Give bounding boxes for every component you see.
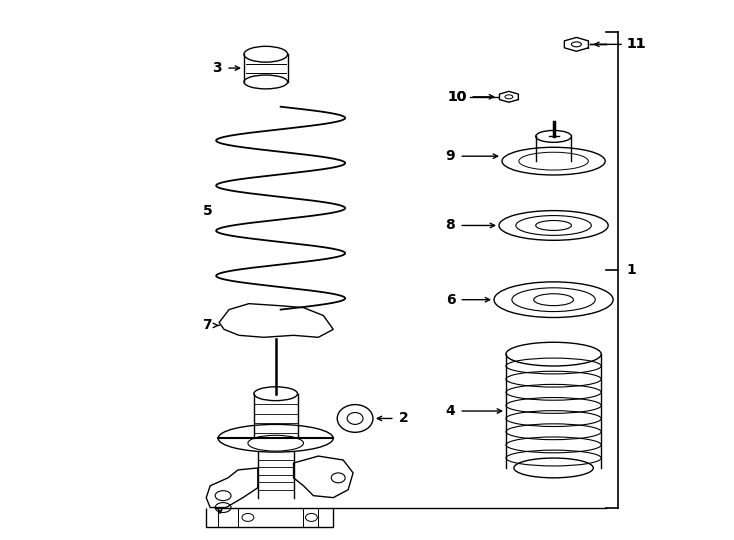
Text: 2: 2 xyxy=(399,411,409,426)
Text: 11: 11 xyxy=(626,37,645,51)
Text: 3: 3 xyxy=(212,61,222,75)
Text: 8: 8 xyxy=(446,219,455,232)
Text: 1: 1 xyxy=(626,263,636,277)
Text: 11: 11 xyxy=(626,37,645,51)
Text: 5: 5 xyxy=(203,204,212,218)
Text: 10: 10 xyxy=(448,90,468,104)
Text: 6: 6 xyxy=(446,293,455,307)
Text: 4: 4 xyxy=(446,404,455,418)
Text: 7: 7 xyxy=(203,319,212,333)
Text: 10: 10 xyxy=(448,90,468,104)
Text: 9: 9 xyxy=(446,149,455,163)
